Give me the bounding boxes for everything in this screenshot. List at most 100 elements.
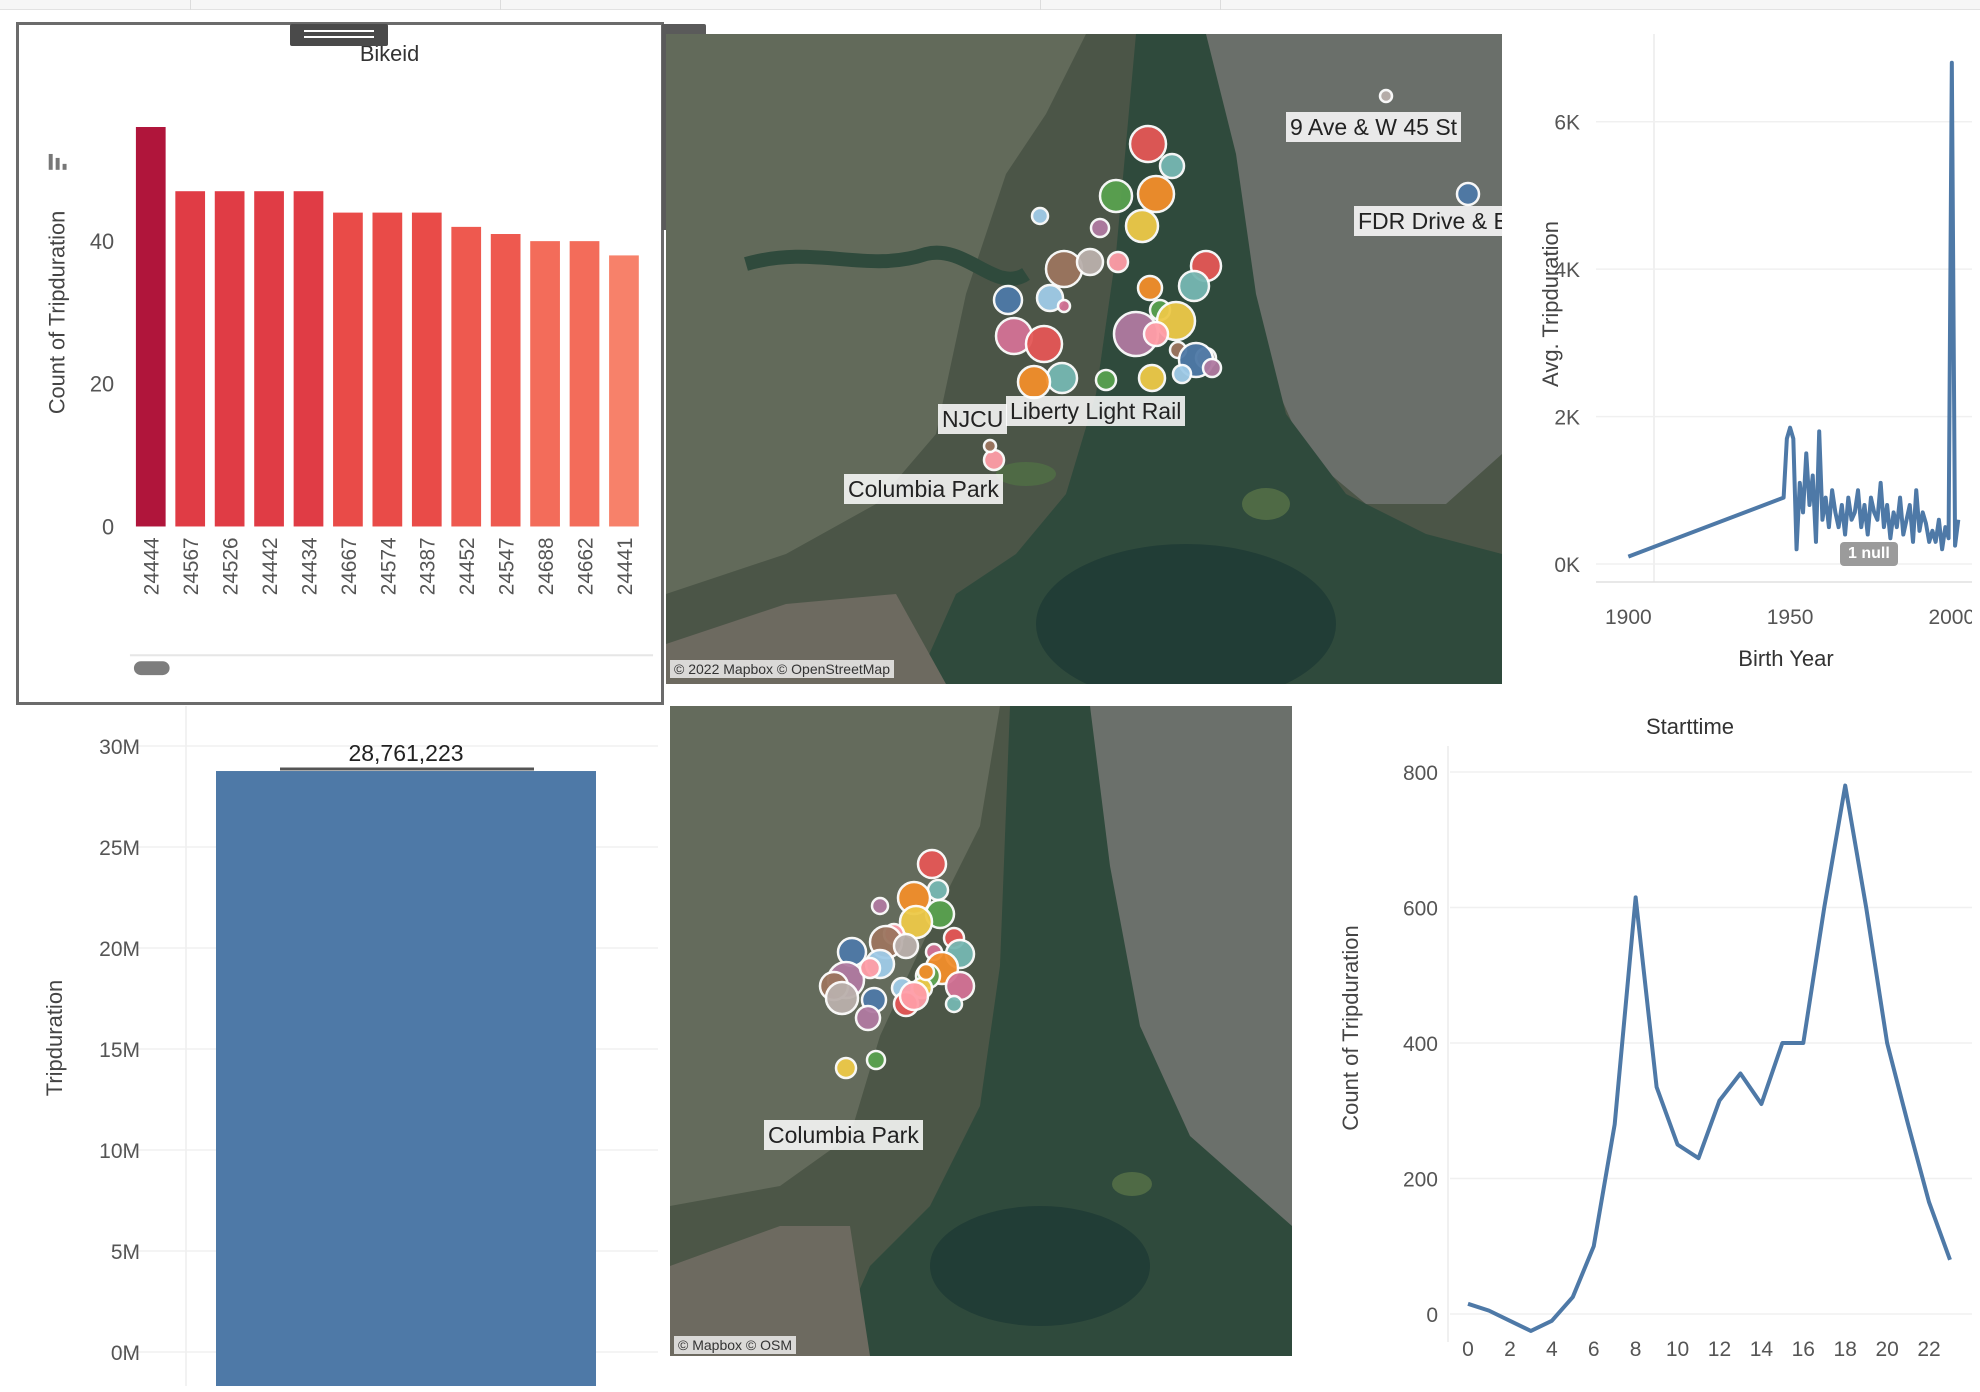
station-marker (1158, 152, 1186, 180)
station-marker (1024, 324, 1064, 364)
starttime-x-ticks: 0 2 4 6 8 10 12 14 16 18 20 22 (1462, 1338, 1941, 1361)
starttime-y-tick-label: 800 (1403, 762, 1438, 785)
bikeid-x-tick-label: 24444 (141, 537, 164, 595)
top-strip-divider (190, 0, 191, 10)
starttime-x-tick-label: 2 (1504, 1338, 1516, 1361)
station-marker (1128, 124, 1168, 164)
bikeid-y-axis-label: Count of Tripduration (45, 211, 70, 414)
bikeid-y-tick-label: 0 (102, 514, 114, 539)
top-strip-divider (1220, 0, 1221, 10)
station-marker (944, 994, 964, 1014)
station-marker (1075, 247, 1105, 277)
station-marker (1098, 178, 1134, 214)
null-values-badge[interactable]: 1 null (1840, 542, 1898, 566)
bottom-map[interactable]: Columbia Park © Mapbox © OSM (670, 706, 1292, 1356)
birth-year-y-tick-label: 0K (1554, 554, 1580, 577)
station-marker (834, 1056, 858, 1080)
bikeid-bar (530, 241, 560, 527)
station-marker (892, 932, 920, 960)
bikeid-bar (411, 212, 442, 527)
sort-icon[interactable] (48, 153, 67, 170)
tripduration-bar-group: 28,761,223 (216, 740, 596, 1386)
tripduration-y-tick-label: 5M (111, 1241, 140, 1264)
station-marker (982, 448, 1006, 472)
station-marker (870, 896, 890, 916)
bikeid-x-tick-label: 24567 (180, 537, 203, 595)
horizontal-scrollbar[interactable] (133, 661, 170, 676)
station-marker (1136, 274, 1164, 302)
tripduration-y-tick-label: 10M (99, 1140, 140, 1163)
tripduration-y-tick-label: 20M (99, 938, 140, 961)
tripduration-bar-chart: Tripduration 0M 5M 10M 15M 20M 25M 30M 28,761,… (42, 706, 658, 1386)
starttime-y-axis-label: Count of Tripduration (1338, 925, 1363, 1130)
birth-year-line (1627, 60, 1961, 559)
bikeid-bar (451, 226, 482, 527)
map-attribution[interactable]: © 2022 Mapbox © OpenStreetMap (670, 660, 894, 678)
station-marker (1056, 298, 1072, 314)
bikeid-chart-zone[interactable]: Bikeid Count of Tripduration 0 20 40 24444… (16, 22, 664, 705)
map-label-njcu: NJCU (938, 404, 1008, 434)
bikeid-bar (254, 191, 284, 527)
birth-year-x-tick-label: 1950 (1767, 606, 1814, 629)
birth-year-chart: Avg. Tripduration Birth Year 0K 2K 4K 6K 19… (1530, 34, 1972, 694)
birth-year-x-tick-label: 1900 (1605, 606, 1652, 629)
drag-handle-line (304, 36, 374, 38)
tripduration-y-tick-label: 0M (111, 1342, 140, 1365)
station-markers (818, 848, 976, 1080)
station-marker (858, 956, 882, 980)
starttime-series-line (1467, 783, 1952, 1333)
starttime-x-tick-label: 4 (1546, 1338, 1558, 1361)
birth-year-y-tick-label: 4K (1554, 259, 1580, 282)
starttime-y-tick-label: 200 (1403, 1169, 1438, 1192)
starttime-x-tick-label: 6 (1588, 1338, 1600, 1361)
birth-year-x-tick-label: 2000 (1928, 606, 1972, 629)
bikeid-x-tick-label: 24442 (259, 537, 282, 595)
top-strip-divider (1040, 0, 1041, 10)
birth-year-x-ticks: 1900 1950 2000 (1605, 606, 1972, 629)
tripduration-chart: Tripduration 0M 5M 10M 15M 20M 25M 30M 28,761,… (18, 706, 666, 1386)
starttime-line (1467, 783, 1952, 1333)
tripduration-y-axis-label: Tripduration (42, 980, 67, 1097)
station-marker (992, 284, 1024, 316)
drag-handle[interactable] (290, 24, 388, 46)
station-marker (865, 1049, 887, 1071)
bikeid-x-tick-label: 24526 (220, 537, 243, 595)
map-label-columbia-park: Columbia Park (764, 1120, 923, 1150)
bikeid-bar (293, 191, 324, 527)
starttime-x-tick-label: 22 (1917, 1338, 1940, 1361)
map-label-fdr-drive: FDR Drive & E (1354, 206, 1502, 236)
station-marker (854, 1004, 882, 1032)
starttime-x-tick-label: 18 (1834, 1338, 1857, 1361)
station-marker (916, 962, 936, 982)
top-strip (0, 0, 1980, 10)
starttime-x-tick-label: 14 (1750, 1338, 1774, 1361)
bikeid-x-tick-label: 24441 (614, 537, 637, 595)
tripduration-y-tick-label: 25M (99, 837, 140, 860)
birth-year-y-axis-label: Avg. Tripduration (1538, 221, 1563, 387)
starttime-y-tick-label: 400 (1403, 1033, 1438, 1056)
map-attribution[interactable]: © Mapbox © OSM (674, 1336, 796, 1354)
station-marker (916, 848, 948, 880)
station-marker (1177, 269, 1211, 303)
bikeid-bars (135, 127, 639, 527)
starttime-line-chart: Starttime Count of Tripduration 02004006… (1338, 714, 1972, 1361)
bikeid-x-tick-label: 24667 (338, 537, 361, 595)
bikeid-x-tick-label: 24547 (496, 537, 519, 595)
bikeid-x-tick-label: 24574 (377, 537, 400, 595)
station-marker (1201, 357, 1223, 379)
station-marker (1142, 320, 1170, 348)
top-map-canvas (666, 34, 1502, 684)
bikeid-bar (333, 212, 363, 527)
starttime-x-tick-label: 10 (1666, 1338, 1689, 1361)
tripduration-bar (216, 771, 596, 1386)
bikeid-bar (135, 127, 166, 527)
bikeid-bar (490, 234, 521, 527)
top-map[interactable]: 9 Ave & W 45 St FDR Drive & E NJCU Liber… (666, 34, 1502, 684)
station-marker (898, 980, 930, 1012)
birth-year-y-tick-label: 6K (1554, 112, 1580, 135)
birth-year-x-axis-label: Birth Year (1738, 646, 1833, 671)
station-marker (1106, 250, 1130, 274)
birth-year-gridlines (1596, 120, 1972, 565)
bikeid-x-tick-label: 24387 (417, 537, 440, 595)
